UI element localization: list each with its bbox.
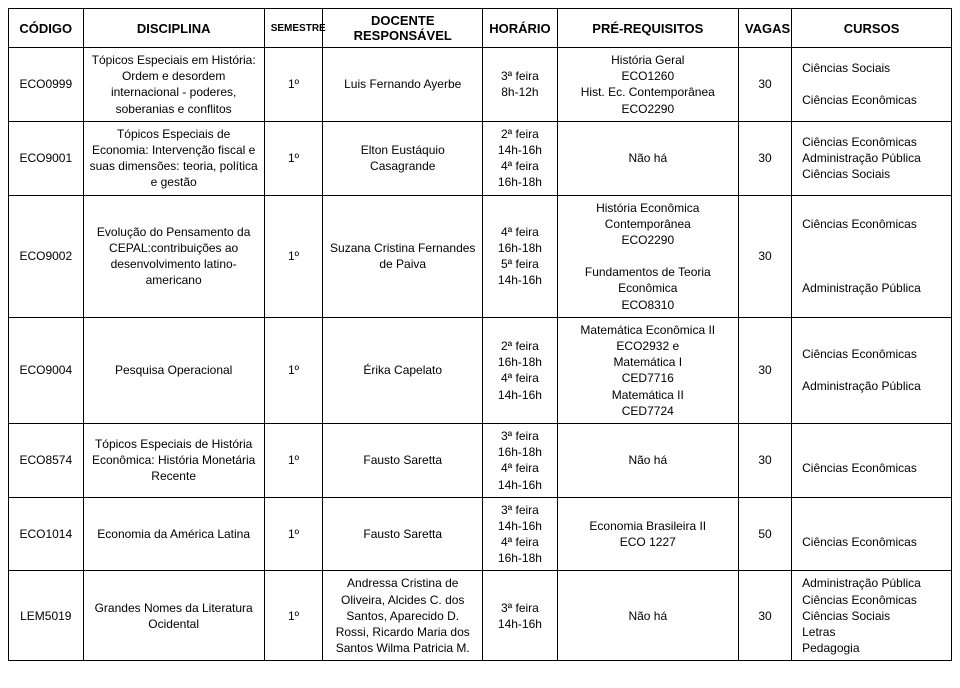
cell-horario: 3ª feira14h-16h4ª feira16h-18h bbox=[483, 497, 558, 571]
cell-semestre: 1º bbox=[264, 571, 323, 661]
cell-cursos: Ciências Econômicas bbox=[792, 423, 952, 497]
cell-semestre: 1º bbox=[264, 423, 323, 497]
table-row: ECO0999Tópicos Especiais em História: Or… bbox=[9, 48, 952, 122]
table-row: ECO9002Evolução do Pensamento da CEPAL:c… bbox=[9, 195, 952, 317]
header-semestre: SEMESTRE bbox=[264, 9, 323, 48]
cell-cursos: Ciências Econômicas Administração Públic… bbox=[792, 195, 952, 317]
cell-vagas: 50 bbox=[738, 497, 791, 571]
table-row: LEM5019Grandes Nomes da Literatura Ocide… bbox=[9, 571, 952, 661]
cell-horario: 2ª feira16h-18h4ª feira14h-16h bbox=[483, 317, 558, 423]
cell-prereq: Economia Brasileira IIECO 1227 bbox=[557, 497, 738, 571]
course-table: CÓDIGO DISCIPLINA SEMESTRE DOCENTE RESPO… bbox=[8, 8, 952, 661]
cell-disciplina: Tópicos Especiais de História Econômica:… bbox=[83, 423, 264, 497]
table-row: ECO9001Tópicos Especiais de Economia: In… bbox=[9, 121, 952, 195]
cell-docente: Andressa Cristina de Oliveira, Alcides C… bbox=[323, 571, 483, 661]
cell-semestre: 1º bbox=[264, 317, 323, 423]
table-header: CÓDIGO DISCIPLINA SEMESTRE DOCENTE RESPO… bbox=[9, 9, 952, 48]
cell-disciplina: Economia da América Latina bbox=[83, 497, 264, 571]
cell-semestre: 1º bbox=[264, 48, 323, 122]
cell-cursos: Ciências Econômicas bbox=[792, 497, 952, 571]
cell-semestre: 1º bbox=[264, 121, 323, 195]
cell-vagas: 30 bbox=[738, 571, 791, 661]
cell-cursos: Ciências EconômicasAdministração Pública… bbox=[792, 121, 952, 195]
header-codigo: CÓDIGO bbox=[9, 9, 84, 48]
header-vagas: VAGAS bbox=[738, 9, 791, 48]
table-row: ECO9004Pesquisa Operacional1ºÉrika Capel… bbox=[9, 317, 952, 423]
cell-disciplina: Tópicos Especiais de Economia: Intervenç… bbox=[83, 121, 264, 195]
cell-vagas: 30 bbox=[738, 195, 791, 317]
header-cursos: CURSOS bbox=[792, 9, 952, 48]
cell-docente: Érika Capelato bbox=[323, 317, 483, 423]
cell-horario: 2ª feira14h-16h4ª feira16h-18h bbox=[483, 121, 558, 195]
table-row: ECO1014Economia da América Latina1ºFaust… bbox=[9, 497, 952, 571]
cell-docente: Fausto Saretta bbox=[323, 423, 483, 497]
header-horario: HORÁRIO bbox=[483, 9, 558, 48]
cell-prereq: História EconômicaContemporâneaECO2290 F… bbox=[557, 195, 738, 317]
header-docente: DOCENTE RESPONSÁVEL bbox=[323, 9, 483, 48]
cell-prereq: História GeralECO1260Hist. Ec. Contempor… bbox=[557, 48, 738, 122]
cell-codigo: ECO1014 bbox=[9, 497, 84, 571]
cell-cursos: Ciências Econômicas Administração Públic… bbox=[792, 317, 952, 423]
cell-vagas: 30 bbox=[738, 317, 791, 423]
cell-codigo: ECO9002 bbox=[9, 195, 84, 317]
cell-prereq: Não há bbox=[557, 571, 738, 661]
cell-docente: Elton Eustáquio Casagrande bbox=[323, 121, 483, 195]
cell-vagas: 30 bbox=[738, 121, 791, 195]
header-disciplina: DISCIPLINA bbox=[83, 9, 264, 48]
cell-codigo: ECO9001 bbox=[9, 121, 84, 195]
cell-semestre: 1º bbox=[264, 497, 323, 571]
cell-disciplina: Grandes Nomes da Literatura Ocidental bbox=[83, 571, 264, 661]
cell-horario: 3ª feira8h-12h bbox=[483, 48, 558, 122]
cell-semestre: 1º bbox=[264, 195, 323, 317]
cell-cursos: Ciências Sociais Ciências Econômicas bbox=[792, 48, 952, 122]
cell-horario: 3ª feira16h-18h4ª feira14h-16h bbox=[483, 423, 558, 497]
cell-disciplina: Tópicos Especiais em História: Ordem e d… bbox=[83, 48, 264, 122]
cell-prereq: Não há bbox=[557, 121, 738, 195]
table-row: ECO8574Tópicos Especiais de História Eco… bbox=[9, 423, 952, 497]
cell-disciplina: Evolução do Pensamento da CEPAL:contribu… bbox=[83, 195, 264, 317]
cell-prereq: Não há bbox=[557, 423, 738, 497]
cell-vagas: 30 bbox=[738, 423, 791, 497]
cell-codigo: ECO0999 bbox=[9, 48, 84, 122]
cell-horario: 4ª feira16h-18h5ª feira14h-16h bbox=[483, 195, 558, 317]
cell-docente: Fausto Saretta bbox=[323, 497, 483, 571]
cell-vagas: 30 bbox=[738, 48, 791, 122]
cell-cursos: Administração PúblicaCiências Econômicas… bbox=[792, 571, 952, 661]
cell-disciplina: Pesquisa Operacional bbox=[83, 317, 264, 423]
cell-horario: 3ª feira14h-16h bbox=[483, 571, 558, 661]
cell-docente: Suzana Cristina Fernandes de Paiva bbox=[323, 195, 483, 317]
cell-docente: Luis Fernando Ayerbe bbox=[323, 48, 483, 122]
header-prereq: PRÉ-REQUISITOS bbox=[557, 9, 738, 48]
cell-codigo: ECO8574 bbox=[9, 423, 84, 497]
cell-codigo: LEM5019 bbox=[9, 571, 84, 661]
cell-codigo: ECO9004 bbox=[9, 317, 84, 423]
table-body: ECO0999Tópicos Especiais em História: Or… bbox=[9, 48, 952, 661]
cell-prereq: Matemática Econômica IIECO2932 eMatemáti… bbox=[557, 317, 738, 423]
